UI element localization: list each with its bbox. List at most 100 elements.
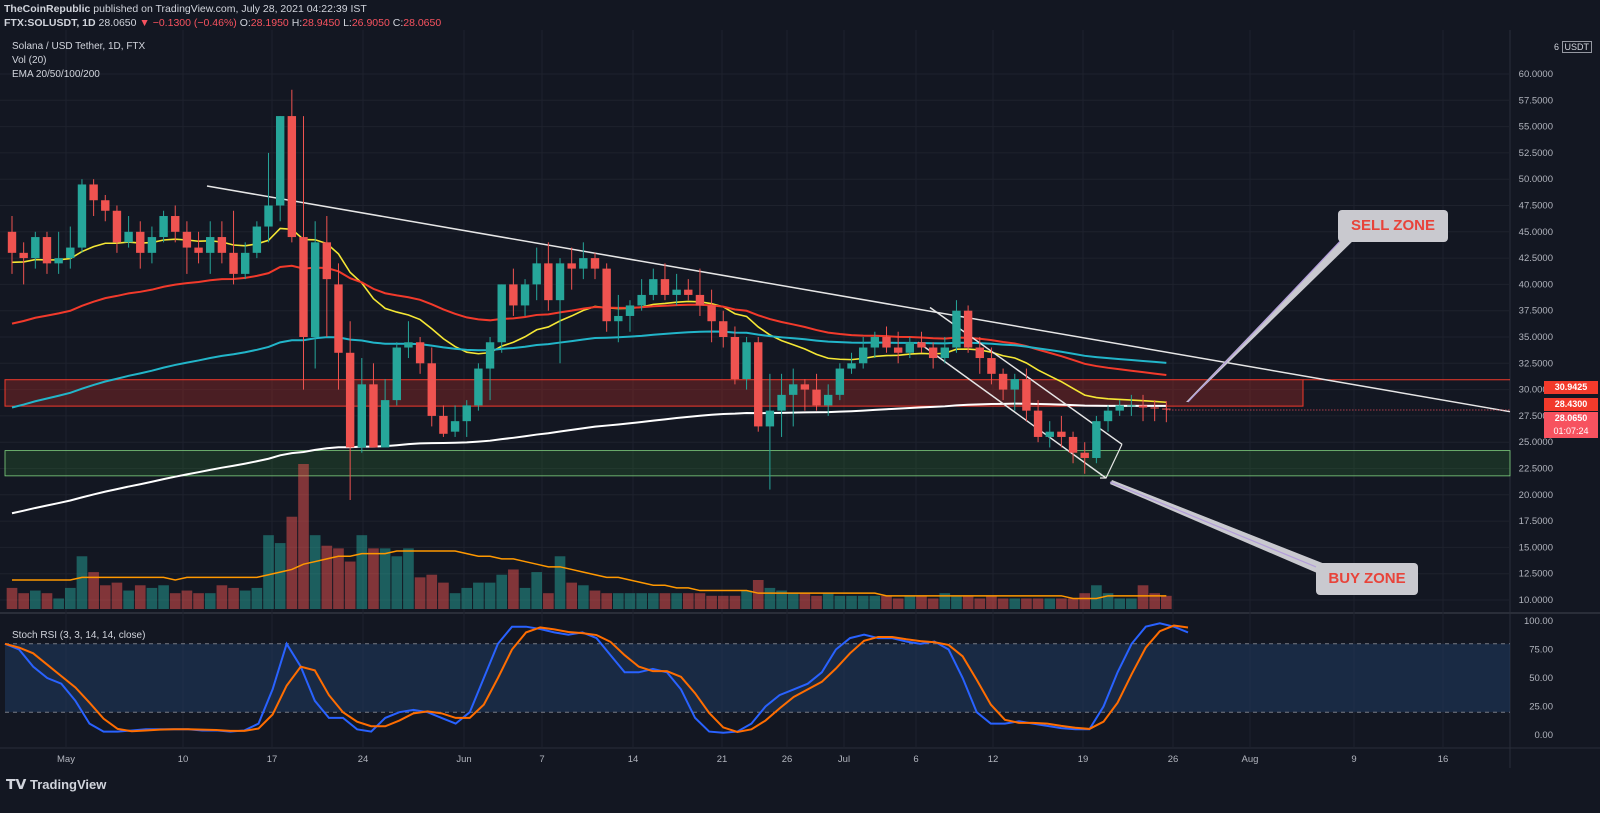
- buy-callout-line: [1109, 481, 1327, 572]
- candle-body: [241, 252, 250, 274]
- candle-body: [66, 247, 75, 259]
- volume-bar: [1161, 595, 1172, 609]
- legend-stoch-rsi: Stoch RSI (3, 3, 14, 14, close): [12, 630, 146, 641]
- volume-bar: [461, 587, 473, 609]
- candle-body: [672, 289, 681, 295]
- volume-bar: [169, 593, 181, 609]
- time-tick-label: 12: [988, 754, 999, 765]
- resistance-price-label: 30.9425: [1544, 381, 1598, 394]
- volume-bar: [881, 595, 892, 609]
- last-price: 28.0650: [98, 17, 137, 29]
- sell-zone-box: [4, 379, 1304, 407]
- candle-body: [532, 263, 541, 285]
- time-tick-label: 10: [178, 754, 189, 765]
- volume-bar: [834, 595, 846, 609]
- stoch-tick-label: 75.00: [1529, 645, 1553, 656]
- volume-bar: [473, 582, 484, 609]
- candle-body: [590, 258, 600, 269]
- volume-bar: [29, 590, 41, 609]
- candle-body: [124, 231, 133, 243]
- sell-callout-line: [1187, 235, 1346, 403]
- time-tick-label: 21: [717, 754, 728, 765]
- candle-body: [345, 352, 355, 448]
- price-chart[interactable]: 60.0000 57.5000 55.0000 52.5000 50.0000 47.50…: [0, 0, 1600, 768]
- volume-bar: [578, 585, 589, 609]
- time-tick-label: Jul: [838, 754, 850, 765]
- volume-bar: [1079, 593, 1091, 609]
- candle-body: [975, 347, 984, 359]
- volume-bar: [1102, 593, 1114, 609]
- candle-body: [392, 347, 401, 401]
- tradingview-logo[interactable]: 𝗧𝗩 TradingView: [6, 776, 107, 792]
- volume-bar: [368, 548, 379, 609]
- price-tick-label: 35.0000: [1519, 332, 1553, 343]
- candle-body: [54, 258, 63, 264]
- candle-body: [882, 337, 891, 348]
- publisher-name[interactable]: TheCoinRepublic: [4, 3, 91, 15]
- stoch-tick-label: 100.00: [1524, 616, 1553, 627]
- volume-bar: [391, 556, 403, 609]
- time-tick-label: Jun: [456, 754, 471, 765]
- sell-zone-callout[interactable]: SELL ZONE: [1338, 210, 1448, 242]
- time-tick-label: Aug: [1242, 754, 1259, 765]
- volume-bar: [1009, 598, 1021, 609]
- volume-bar: [846, 595, 857, 609]
- candle-body: [369, 384, 378, 448]
- volume-bar: [426, 574, 438, 609]
- candle-body: [1138, 405, 1148, 408]
- candle-body: [42, 237, 52, 264]
- volume-bar: [997, 598, 1009, 609]
- volume-bar: [1067, 598, 1079, 609]
- candle-body: [870, 337, 880, 348]
- candle-body: [287, 116, 297, 238]
- volume-bar: [822, 593, 834, 609]
- candle-body: [730, 337, 740, 380]
- volume-bar: [694, 593, 706, 609]
- candle-body: [660, 279, 670, 295]
- candle-body: [101, 200, 110, 211]
- candle-body: [614, 315, 623, 322]
- candle-body: [509, 284, 518, 306]
- candle-body: [742, 342, 751, 380]
- volume-bar: [671, 593, 682, 609]
- volume-bar: [204, 593, 216, 609]
- legend-ema: EMA 20/50/100/200: [12, 69, 100, 80]
- volume-bar: [193, 593, 204, 609]
- price-tick-label: 17.5000: [1519, 516, 1553, 527]
- volume-bar: [1137, 585, 1149, 609]
- candle-body: [450, 421, 460, 432]
- stoch-tick-label: 25.00: [1529, 702, 1553, 713]
- volume-bar: [1056, 598, 1067, 609]
- channel-bottom-line: [917, 341, 1107, 479]
- publish-header: TheCoinRepublic published on TradingView…: [0, 0, 1600, 30]
- volume-bar: [741, 590, 752, 609]
- price-change: ▼ −0.1300 (−0.46%): [139, 17, 237, 29]
- time-tick-label: 24: [358, 754, 369, 765]
- volume-bar: [438, 582, 449, 609]
- volume-bar: [76, 556, 88, 609]
- candle-body: [427, 363, 436, 416]
- volume-bar: [111, 582, 123, 609]
- volume-bar: [88, 572, 99, 609]
- candle-body: [544, 263, 553, 301]
- candle-body: [858, 347, 868, 364]
- volume-bar: [729, 595, 741, 609]
- candle-body: [777, 394, 786, 411]
- candle-body: [1068, 436, 1078, 453]
- ema200-line: [11, 402, 1167, 515]
- candle-body: [310, 242, 320, 337]
- low-value: 26.9050: [351, 17, 390, 29]
- volume-bar: [251, 587, 263, 609]
- volume-bar: [99, 585, 111, 609]
- volume-bar: [951, 595, 962, 609]
- candle-body: [1057, 431, 1066, 437]
- buy-zone-callout[interactable]: BUY ZONE: [1316, 563, 1418, 595]
- candle-body: [182, 231, 192, 248]
- price-tick-label: 27.5000: [1519, 411, 1553, 422]
- price-tick-label: 52.5000: [1519, 148, 1553, 159]
- volume-bar: [647, 593, 659, 609]
- candle-body: [1010, 379, 1019, 390]
- candle-body: [765, 410, 775, 427]
- candle-body: [1115, 405, 1124, 411]
- candle-body: [415, 342, 425, 364]
